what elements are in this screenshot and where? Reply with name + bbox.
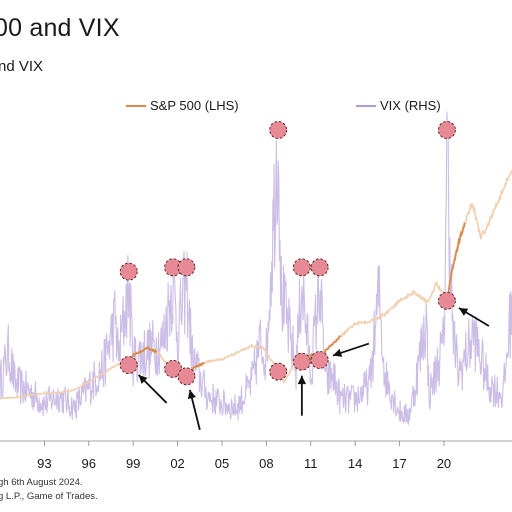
annotation-arrow-head [138, 374, 148, 384]
vix-spike-marker [269, 121, 288, 139]
annotation-arrow-head [187, 389, 196, 400]
footnote-2: g L.P., Game of Trades. [0, 491, 98, 502]
x-tick-label: 96 [82, 456, 96, 471]
x-tick-label: 17 [392, 456, 406, 471]
vix-spike-marker [292, 258, 311, 277]
x-tick-label: 14 [348, 456, 362, 471]
sp500-line [0, 170, 512, 400]
x-tick-label: 08 [259, 456, 273, 471]
x-tick-label: 02 [170, 456, 184, 471]
arrow-layer [138, 307, 490, 431]
footnote-1: gh 6th August 2024. [0, 477, 83, 488]
marker-layer [119, 121, 456, 386]
legend-sp500-label: S&P 500 (LHS) [150, 98, 239, 113]
sp500-bottom-marker [292, 352, 311, 371]
sp500-bottom-marker [164, 359, 183, 378]
legend-vix: VIX (RHS) [356, 98, 441, 113]
chart-title: 00 and VIX [0, 14, 120, 42]
sp500-bottom-marker [269, 362, 288, 381]
sp500-bottom-marker [119, 356, 138, 375]
vix-line [0, 111, 512, 425]
x-tick-label: 20 [437, 456, 451, 471]
vix-spike-marker [177, 258, 196, 277]
x-tick-label: 93 [37, 456, 51, 471]
vix-spike-marker [310, 258, 329, 277]
sp500-bottom-marker [177, 367, 196, 386]
legend-sp500-swatch [126, 104, 146, 107]
vix-spike-marker [119, 262, 138, 281]
sp500-highlight-0 [126, 346, 157, 370]
legend-vix-label: VIX (RHS) [380, 98, 441, 113]
annotation-arrow-head [458, 307, 469, 316]
legend-vix-swatch [356, 104, 376, 107]
vix-series [0, 111, 512, 425]
annotation-arrow-head [332, 348, 343, 357]
vix-spike-marker [437, 121, 456, 139]
chart-subtitle: nd VIX [0, 58, 44, 75]
x-tick-label: 11 [304, 456, 318, 471]
sp500-bottom-marker [310, 350, 329, 369]
annotation-arrow-head [297, 375, 307, 385]
x-tick-label: 05 [215, 456, 229, 471]
x-tick-label: 99 [126, 456, 140, 471]
legend-sp500: S&P 500 (LHS) [126, 98, 239, 113]
x-axis: 93 96 99 02 05 08 11 14 17 20 [0, 440, 512, 471]
sp500-highlight-4 [446, 222, 466, 300]
sp500-bottom-marker [437, 291, 456, 310]
